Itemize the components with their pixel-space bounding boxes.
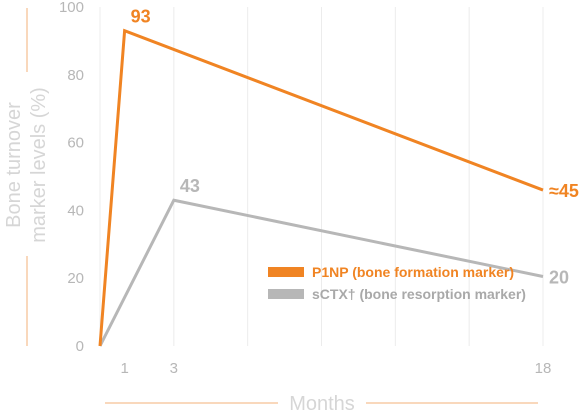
data-label: ≈45: [549, 181, 579, 201]
legend-swatch: [268, 289, 304, 299]
y-tick-label: 100: [59, 0, 84, 16]
data-labels: 93 ≈45 43 20: [131, 7, 579, 288]
series-lines: [98, 28, 544, 347]
x-axis-title: Months: [105, 393, 538, 413]
x-tick-label: 3: [170, 360, 178, 377]
y-axis-title: Bone turnover marker levels (%): [3, 8, 50, 346]
data-label: 20: [549, 268, 569, 288]
y-tick-label: 80: [67, 67, 84, 84]
series-line: [98, 28, 544, 347]
x-tick-label: 1: [120, 360, 128, 377]
grid: [99, 7, 544, 346]
data-label: 43: [180, 176, 200, 196]
data-label: 93: [131, 7, 151, 27]
y-axis-title-line-1: Bone turnover: [3, 102, 25, 228]
y-tick-label: 0: [76, 338, 84, 355]
legend-swatch: [268, 267, 304, 277]
x-tick-label: 18: [535, 360, 552, 377]
legend: P1NP (bone formation marker) sCTX† (bone …: [268, 264, 526, 302]
x-axis-ticks: 1 3 18: [120, 360, 551, 377]
y-axis-ticks: 0 20 40 60 80 100: [59, 0, 84, 355]
y-tick-label: 60: [67, 135, 84, 152]
y-tick-label: 40: [67, 202, 84, 219]
x-axis-title: Months: [289, 393, 355, 413]
y-tick-label: 20: [67, 270, 84, 287]
legend-label: sCTX† (bone resorption marker): [312, 286, 526, 302]
legend-label: P1NP (bone formation marker): [312, 264, 514, 280]
series-line: [98, 198, 544, 347]
y-axis-title-line-2: marker levels (%): [28, 87, 50, 243]
